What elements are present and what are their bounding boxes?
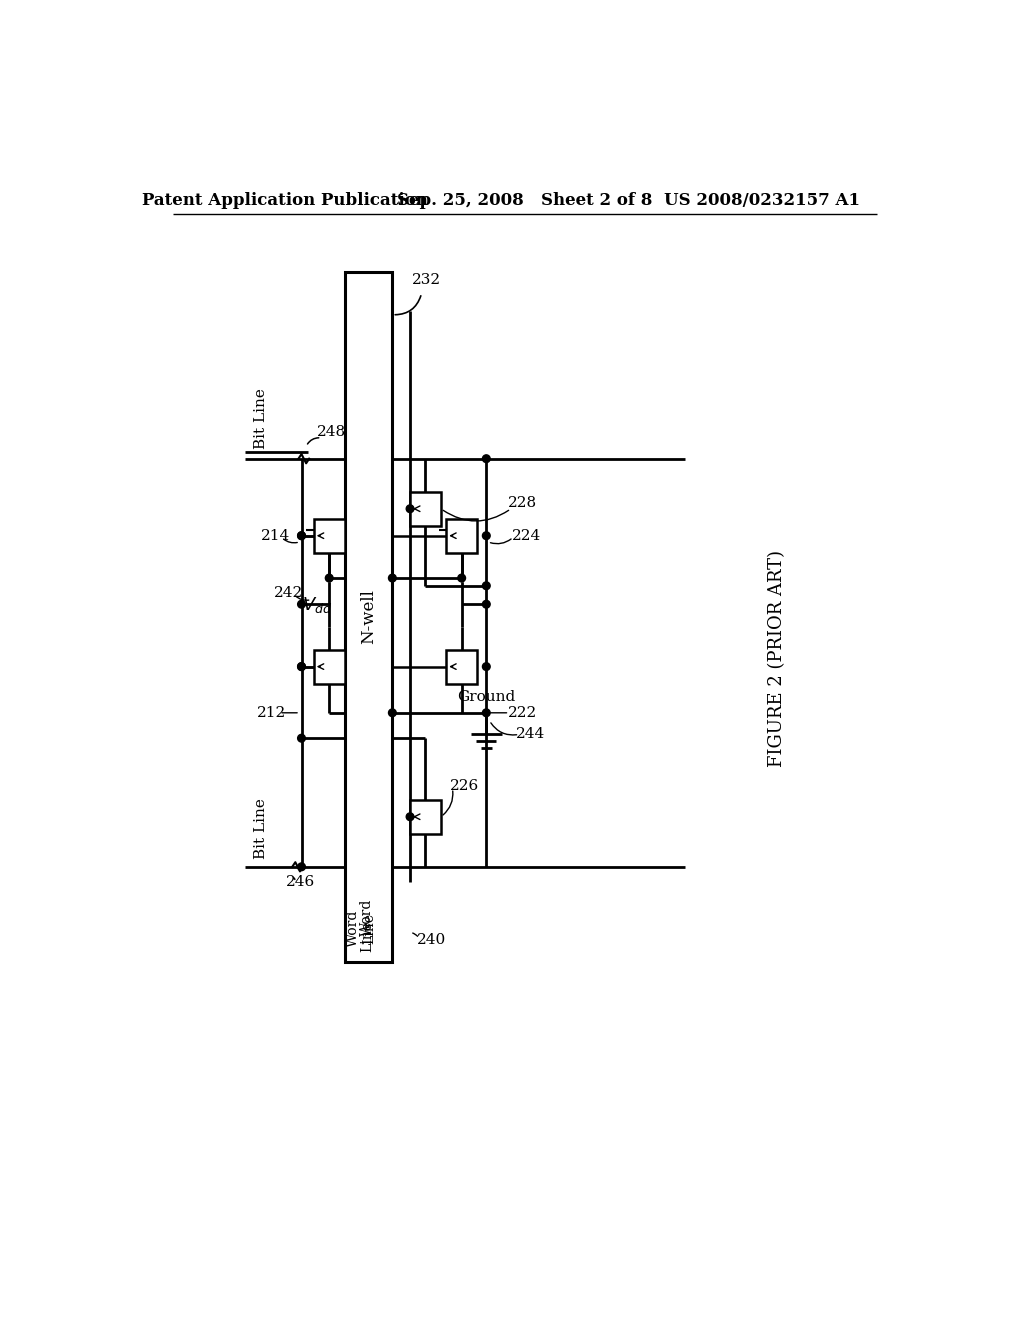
Circle shape xyxy=(482,709,490,717)
Circle shape xyxy=(298,663,305,671)
Text: 242: 242 xyxy=(273,586,303,601)
Circle shape xyxy=(482,582,490,590)
Text: 244: 244 xyxy=(515,727,545,742)
Text: Patent Application Publication: Patent Application Publication xyxy=(141,193,427,210)
Text: Ground: Ground xyxy=(457,690,515,705)
Text: Word
Line: Word Line xyxy=(346,909,376,946)
Text: 240: 240 xyxy=(417,933,446,946)
Text: FIGURE 2 (PRIOR ART): FIGURE 2 (PRIOR ART) xyxy=(768,550,786,767)
Text: 224: 224 xyxy=(512,529,541,543)
Bar xyxy=(410,492,441,525)
Bar xyxy=(410,800,441,834)
Text: Word: Word xyxy=(360,898,374,936)
Text: 248: 248 xyxy=(316,425,346,438)
Circle shape xyxy=(298,734,305,742)
Text: N-well: N-well xyxy=(360,590,377,644)
Circle shape xyxy=(407,504,414,512)
Circle shape xyxy=(458,574,466,582)
Text: 228: 228 xyxy=(508,496,537,511)
Circle shape xyxy=(298,532,305,540)
Circle shape xyxy=(298,863,305,871)
Bar xyxy=(313,519,345,553)
Text: Sep. 25, 2008   Sheet 2 of 8: Sep. 25, 2008 Sheet 2 of 8 xyxy=(397,193,652,210)
Text: Bit Line: Bit Line xyxy=(254,388,268,449)
Circle shape xyxy=(388,709,396,717)
Bar xyxy=(446,649,477,684)
Text: 226: 226 xyxy=(451,779,479,793)
Text: 246: 246 xyxy=(286,875,315,890)
Circle shape xyxy=(298,532,305,540)
Circle shape xyxy=(298,663,305,671)
Text: US 2008/0232157 A1: US 2008/0232157 A1 xyxy=(664,193,860,210)
Circle shape xyxy=(388,574,396,582)
Text: 214: 214 xyxy=(261,529,290,543)
Circle shape xyxy=(326,574,333,582)
Text: Bit Line: Bit Line xyxy=(254,797,268,859)
Circle shape xyxy=(298,601,305,609)
Text: $V_{dd}$: $V_{dd}$ xyxy=(302,595,332,615)
Text: 222: 222 xyxy=(508,706,538,719)
Circle shape xyxy=(482,601,490,609)
Text: 232: 232 xyxy=(412,273,440,286)
Bar xyxy=(345,272,392,961)
Circle shape xyxy=(407,813,414,821)
Bar xyxy=(446,519,477,553)
Bar xyxy=(313,649,345,684)
Circle shape xyxy=(482,455,490,462)
Text: Line: Line xyxy=(360,920,374,952)
Text: 212: 212 xyxy=(257,706,286,719)
Circle shape xyxy=(482,532,490,540)
Circle shape xyxy=(482,663,490,671)
